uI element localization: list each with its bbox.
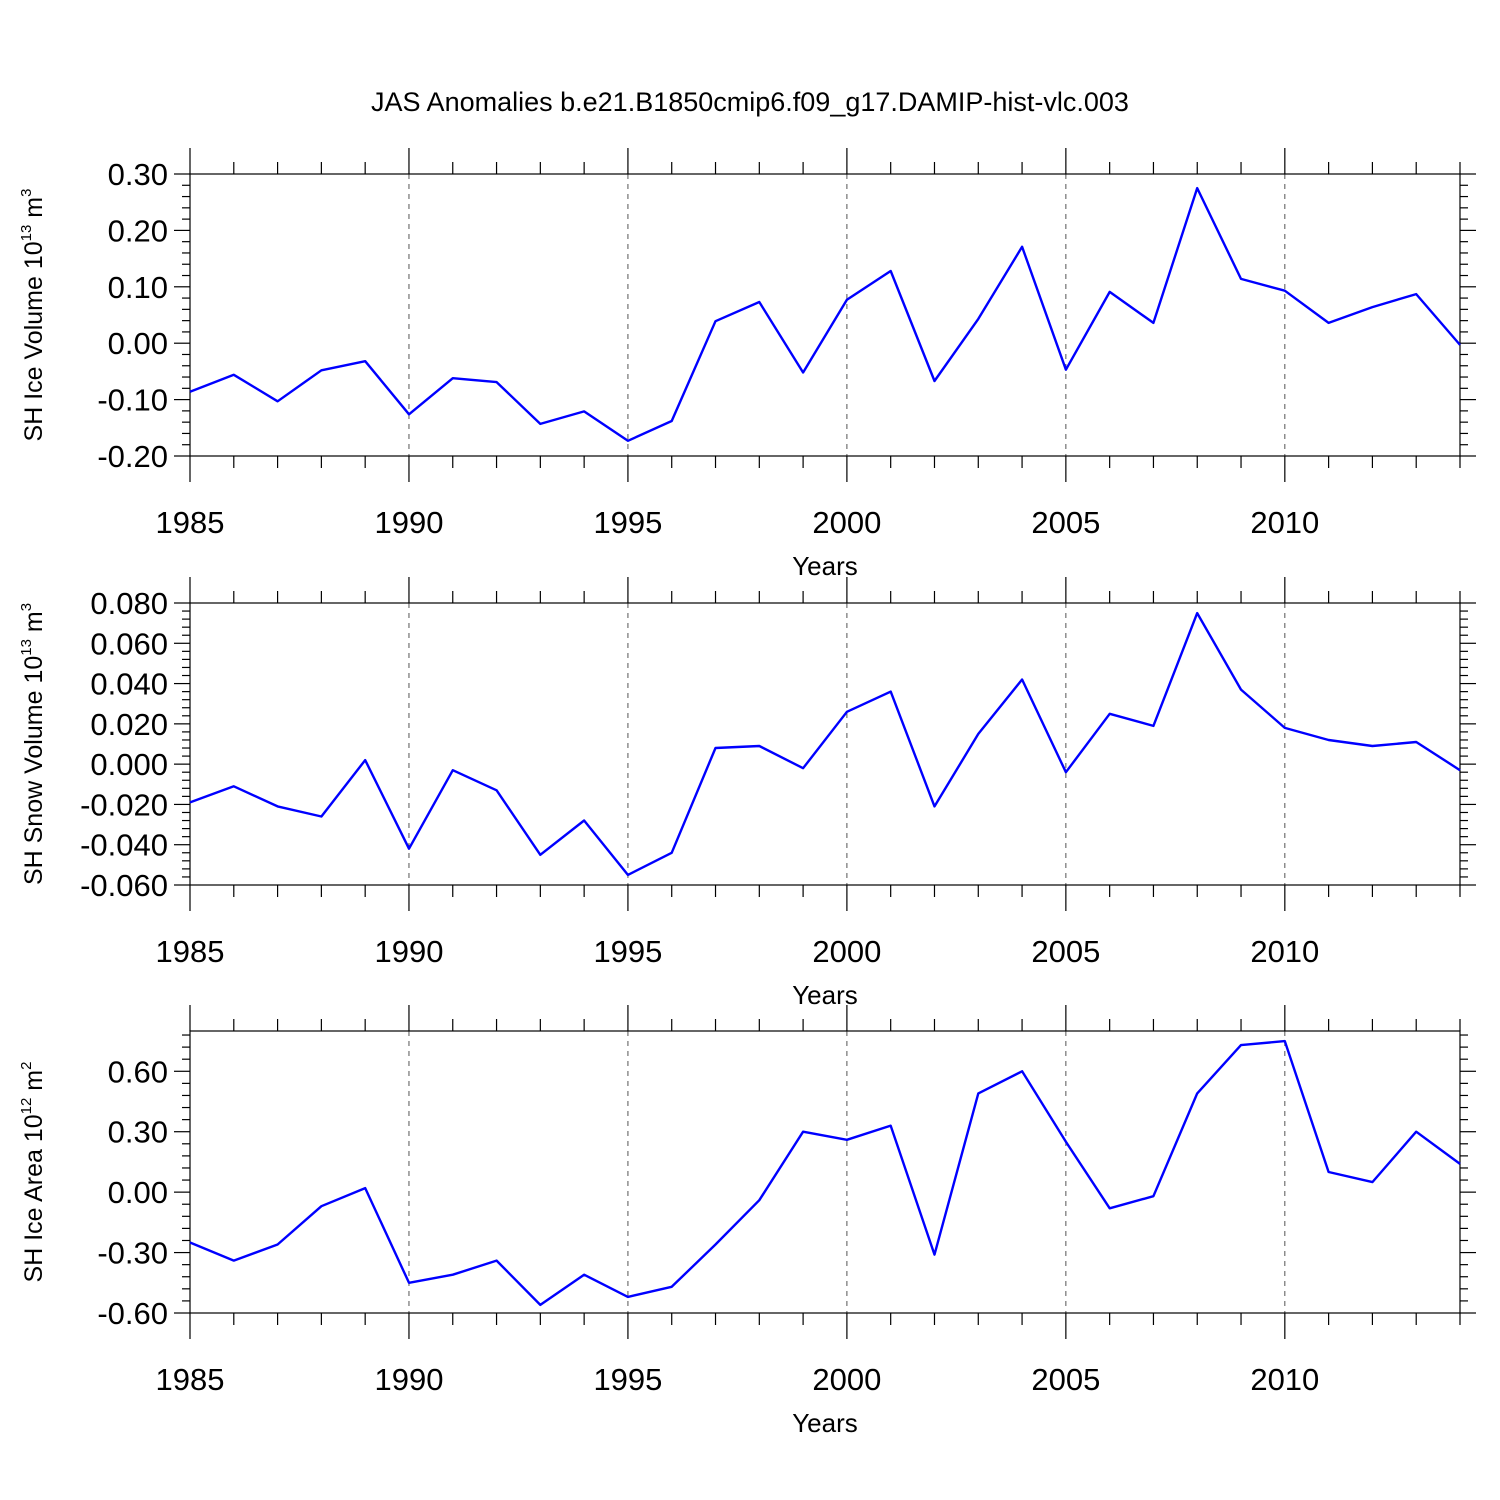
y-tick-label: 0.020 (90, 707, 168, 742)
x-tick-label: 2000 (812, 934, 881, 969)
x-tick-label: 1990 (374, 934, 443, 969)
x-tick-label: 2010 (1250, 1362, 1319, 1397)
x-tick-label: 1985 (156, 934, 225, 969)
x-tick-label: 1995 (593, 505, 662, 540)
y-tick-label: -0.20 (97, 439, 168, 474)
plot-frame (189, 173, 1461, 457)
y-tick-label: 0.000 (90, 747, 168, 782)
y-tick-label: -0.10 (97, 383, 168, 418)
x-tick-label: 1990 (374, 1362, 443, 1397)
y-tick-label: 0.10 (108, 270, 168, 305)
y-tick-label: -0.060 (80, 868, 168, 903)
x-tick-label: 2010 (1250, 505, 1319, 540)
series-line-snow-volume (189, 611, 1461, 877)
y-tick-label: -0.60 (97, 1296, 168, 1331)
x-tick-label: 2000 (812, 505, 881, 540)
x-tick-label: 2005 (1031, 934, 1100, 969)
x-tick-label: 2005 (1031, 1362, 1100, 1397)
x-tick-label: 1990 (374, 505, 443, 540)
y-axis-label: SH Snow Volume 1013 m3 (18, 603, 48, 885)
plot-frame (189, 1030, 1461, 1314)
y-tick-label: -0.020 (80, 787, 168, 822)
series-line-ice-area (189, 1039, 1461, 1307)
y-tick-label: 0.080 (90, 586, 168, 621)
x-axis-label: Years (792, 1408, 858, 1438)
y-axis-label: SH Ice Volume 1013 m3 (18, 189, 48, 442)
x-tick-label: 1995 (593, 1362, 662, 1397)
x-tick-label: 2010 (1250, 934, 1319, 969)
y-tick-label: 0.30 (108, 1115, 168, 1150)
plot-frame (189, 602, 1461, 886)
panel-snow-volume: -0.060 -0.040 -0.020 0.000 0.020 0.040 0.060 0.… (18, 577, 1476, 1010)
panel-ice-volume: -0.20 -0.10 0.00 0.10 0.20 0.30 1985 1990 1995 20… (18, 148, 1476, 581)
y-tick-label: 0.30 (108, 157, 168, 192)
x-tick-label: 1985 (156, 1362, 225, 1397)
y-tick-label: 0.00 (108, 326, 168, 361)
y-tick-label: 0.040 (90, 667, 168, 702)
panels: -0.20 -0.10 0.00 0.10 0.20 0.30 1985 1990 1995 20… (18, 148, 1476, 1438)
x-axis-label: Years (792, 980, 858, 1010)
y-axis-label: SH Ice Area 1012 m2 (18, 1062, 48, 1283)
series-line-ice-volume (189, 186, 1461, 442)
y-tick-label: 0.60 (108, 1054, 168, 1089)
x-tick-label: 2000 (812, 1362, 881, 1397)
y-tick-label: -0.040 (80, 828, 168, 863)
figure-title: JAS Anomalies b.e21.B1850cmip6.f09_g17.D… (371, 87, 1129, 117)
x-tick-label: 1985 (156, 505, 225, 540)
panel-ice-area: -0.60 -0.30 0.00 0.30 0.60 1985 1990 1995 2000 20… (18, 1005, 1476, 1438)
x-tick-label: 1995 (593, 934, 662, 969)
y-tick-label: 0.20 (108, 213, 168, 248)
x-tick-label: 2005 (1031, 505, 1100, 540)
y-tick-label: -0.30 (97, 1236, 168, 1271)
x-axis-label: Years (792, 551, 858, 581)
y-tick-label: 0.00 (108, 1175, 168, 1210)
y-tick-label: 0.060 (90, 626, 168, 661)
